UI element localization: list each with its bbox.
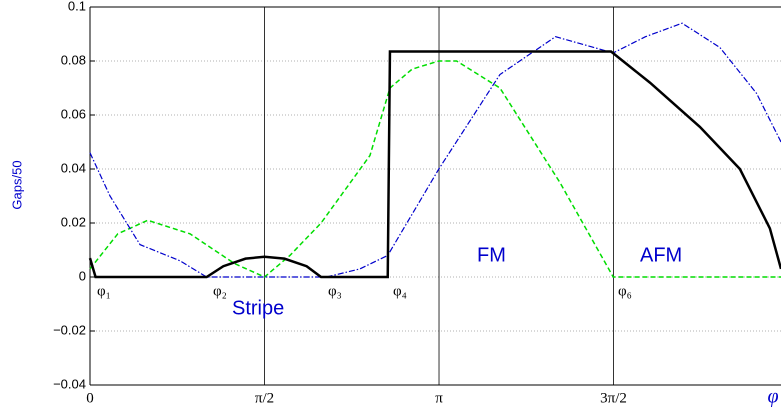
y-axis-label: Gaps/50	[9, 160, 24, 209]
y-tick-label: 0.04	[61, 160, 86, 175]
x-tick-label: 3π/2	[600, 390, 627, 406]
annotation: φ₆	[618, 283, 632, 299]
y-tick-label: −0.02	[53, 322, 86, 337]
y-tick-label: 0.08	[61, 52, 86, 67]
annotation: φ₃	[328, 283, 342, 299]
y-tick-label: 0.02	[61, 214, 86, 229]
annotation: φ₁	[97, 283, 111, 299]
line	[89, 60, 781, 278]
y-tick-label: 0.1	[68, 0, 86, 13]
line	[88, 50, 781, 279]
annotation: φ₄	[393, 283, 407, 299]
line	[89, 22, 781, 278]
x-tick-label: π	[435, 390, 443, 406]
annotation: φ₂	[213, 283, 227, 299]
annotation: AFM	[640, 244, 682, 266]
y-tick-label: 0.06	[61, 106, 86, 121]
annotation: FM	[477, 244, 506, 266]
x-axis-label: φ	[767, 386, 778, 408]
y-tick-label: −0.04	[53, 376, 86, 391]
y-tick-label: 0	[79, 268, 86, 283]
x-tick-label: 0	[86, 390, 94, 406]
x-tick-label: π/2	[255, 390, 274, 406]
annotation: Stripe	[232, 297, 284, 319]
